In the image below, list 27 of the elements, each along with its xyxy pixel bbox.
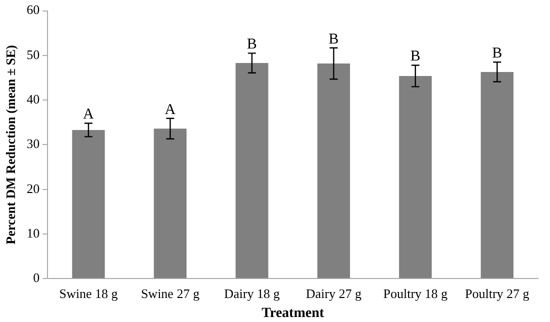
bar [317, 63, 350, 278]
x-tick-label: Poultry 18 g [383, 286, 448, 301]
bar [480, 72, 514, 278]
annotation: A [83, 106, 94, 123]
y-tick-label: 10 [26, 225, 40, 240]
bar [236, 63, 268, 278]
annotation: B [328, 31, 339, 48]
x-tick-label: Dairy 18 g [224, 286, 280, 301]
x-tick-label: Poultry 27 g [464, 286, 530, 301]
y-axis-title: Percent DM Reduction (mean ± SE) [3, 45, 18, 244]
x-tick-label: Dairy 27 g [306, 286, 362, 301]
annotation: B [410, 48, 420, 65]
annotation: B [246, 36, 257, 53]
bar [72, 130, 105, 278]
y-tick-label: 50 [26, 46, 40, 62]
bar [399, 76, 432, 278]
y-tick-label: 60 [26, 2, 40, 18]
bar [154, 128, 187, 278]
y-tick-label: 20 [26, 180, 40, 196]
x-tick-label: Swine 27 g [140, 286, 200, 301]
annotation: A [164, 102, 176, 118]
x-axis-title: Treatment [262, 306, 324, 322]
y-tick-label: 0 [33, 270, 40, 286]
y-tick-label: 40 [26, 91, 40, 106]
y-tick-label: 30 [26, 136, 40, 152]
annotation: B [492, 46, 502, 62]
x-tick-label: Swine 18 g [59, 286, 118, 301]
